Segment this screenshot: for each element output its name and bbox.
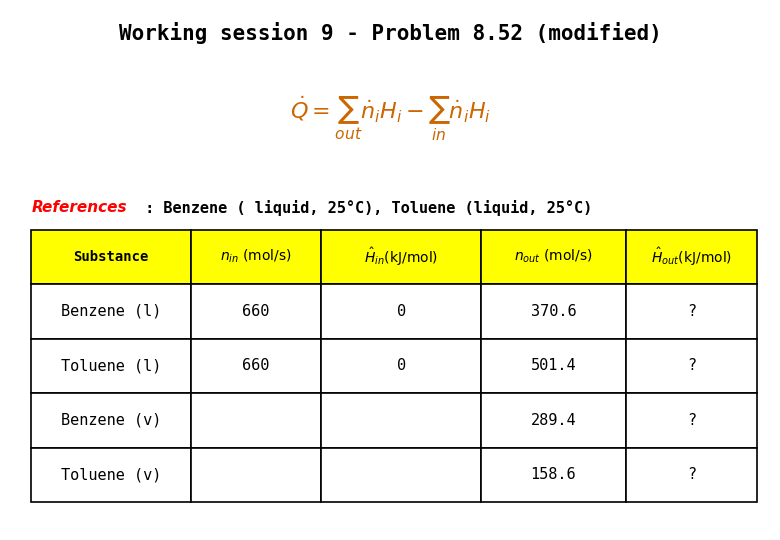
Text: $\it{n}_{in}$ (mol/s): $\it{n}_{in}$ (mol/s) bbox=[220, 248, 292, 266]
FancyBboxPatch shape bbox=[31, 393, 191, 448]
FancyBboxPatch shape bbox=[626, 284, 757, 339]
FancyBboxPatch shape bbox=[626, 448, 757, 502]
Text: Toluene (v): Toluene (v) bbox=[61, 468, 161, 482]
FancyBboxPatch shape bbox=[191, 284, 321, 339]
FancyBboxPatch shape bbox=[191, 230, 321, 284]
Text: 660: 660 bbox=[243, 359, 270, 373]
FancyBboxPatch shape bbox=[481, 339, 626, 393]
Text: 289.4: 289.4 bbox=[530, 413, 576, 428]
FancyBboxPatch shape bbox=[321, 284, 481, 339]
FancyBboxPatch shape bbox=[481, 393, 626, 448]
Text: References: References bbox=[31, 200, 127, 215]
Text: 660: 660 bbox=[243, 304, 270, 319]
FancyBboxPatch shape bbox=[481, 284, 626, 339]
Text: 0: 0 bbox=[396, 359, 406, 373]
Text: $\it{n}_{out}$ (mol/s): $\it{n}_{out}$ (mol/s) bbox=[514, 248, 593, 266]
Text: 158.6: 158.6 bbox=[530, 468, 576, 482]
Text: $\hat{H}_{in}$(kJ/mol): $\hat{H}_{in}$(kJ/mol) bbox=[364, 246, 438, 268]
FancyBboxPatch shape bbox=[321, 230, 481, 284]
FancyBboxPatch shape bbox=[321, 339, 481, 393]
Text: 0: 0 bbox=[396, 304, 406, 319]
FancyBboxPatch shape bbox=[31, 230, 191, 284]
FancyBboxPatch shape bbox=[626, 393, 757, 448]
FancyBboxPatch shape bbox=[31, 284, 191, 339]
FancyBboxPatch shape bbox=[626, 339, 757, 393]
Text: $\hat{H}_{out}$(kJ/mol): $\hat{H}_{out}$(kJ/mol) bbox=[651, 246, 732, 268]
FancyBboxPatch shape bbox=[321, 448, 481, 502]
FancyBboxPatch shape bbox=[31, 448, 191, 502]
Text: : Benzene ( liquid, 25°C), Toluene (liquid, 25°C): : Benzene ( liquid, 25°C), Toluene (liqu… bbox=[136, 200, 593, 216]
Text: ?: ? bbox=[686, 359, 696, 373]
FancyBboxPatch shape bbox=[481, 448, 626, 502]
Text: Benzene (v): Benzene (v) bbox=[61, 413, 161, 428]
FancyBboxPatch shape bbox=[626, 230, 757, 284]
FancyBboxPatch shape bbox=[321, 393, 481, 448]
Text: ?: ? bbox=[686, 468, 696, 482]
Text: $\dot{Q} = \sum_{out} \dot{n}_i H_i - \sum_{in} \dot{n}_i H_i$: $\dot{Q} = \sum_{out} \dot{n}_i H_i - \s… bbox=[289, 94, 491, 143]
Text: 370.6: 370.6 bbox=[530, 304, 576, 319]
FancyBboxPatch shape bbox=[191, 448, 321, 502]
Text: Working session 9 - Problem 8.52 (modified): Working session 9 - Problem 8.52 (modifi… bbox=[119, 22, 661, 44]
Text: Substance: Substance bbox=[73, 250, 149, 264]
FancyBboxPatch shape bbox=[191, 393, 321, 448]
FancyBboxPatch shape bbox=[191, 339, 321, 393]
Text: ?: ? bbox=[686, 413, 696, 428]
FancyBboxPatch shape bbox=[31, 339, 191, 393]
Text: 501.4: 501.4 bbox=[530, 359, 576, 373]
Text: ?: ? bbox=[686, 304, 696, 319]
Text: Toluene (l): Toluene (l) bbox=[61, 359, 161, 373]
Text: Benzene (l): Benzene (l) bbox=[61, 304, 161, 319]
FancyBboxPatch shape bbox=[481, 230, 626, 284]
